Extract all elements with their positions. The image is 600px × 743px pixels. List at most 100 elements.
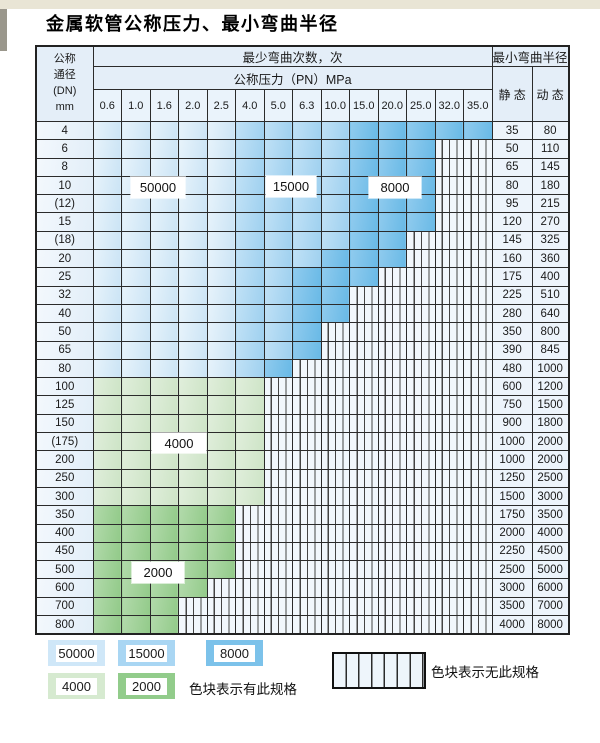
spec-cell-8000 [292,303,322,324]
spec-cell-4000 [149,486,179,507]
spec-cell-8000 [377,157,407,177]
spec-cell-50000 [206,322,236,342]
spec-cell-50000 [121,120,151,141]
static-radius-cell: 3000 [491,578,533,598]
spec-cell-no-spec [406,432,436,452]
spec-cell-no-spec [377,523,407,543]
static-radius-cell: 1750 [491,505,533,525]
spec-cell-no-spec [463,450,493,470]
spec-cell-no-spec [434,322,464,342]
spec-cell-4000 [178,468,208,488]
spec-cell-no-spec [206,615,236,635]
spec-cell-50000 [206,340,236,360]
spec-cell-no-spec [292,541,322,562]
spec-cell-no-spec [377,596,407,617]
static-radius-cell: 80 [491,175,533,196]
table-row: 150 900 1800 [35,413,570,434]
spec-cell-no-spec [263,395,293,415]
static-radius-cell: 175 [491,267,533,287]
spec-cell-no-spec [349,340,379,360]
spec-cell-no-spec [406,230,436,251]
spec-cell-15000 [235,194,265,214]
spec-cell-no-spec [377,303,407,324]
spec-cell-2000 [206,541,236,562]
dn-header-line: (DN) [53,85,77,97]
spec-cell-4000 [235,413,265,434]
spec-cell-8000 [349,249,379,269]
spec-cell-no-spec [434,468,464,488]
spec-cell-no-spec [434,505,464,525]
spec-cell-50000 [121,285,151,305]
spec-cell-no-spec [377,450,407,470]
spec-cell-50000 [206,230,236,251]
spec-cell-no-spec [434,249,464,269]
spec-cell-no-spec [434,139,464,159]
spec-cell-15000 [235,139,265,159]
legend-swatch-value: 8000 [214,644,255,662]
spec-cell-no-spec [292,377,322,397]
dn-cell: 350 [35,505,94,525]
table-row: (12) 95 215 [35,194,570,214]
spec-cell-50000 [121,267,151,287]
spec-cell-no-spec [320,523,350,543]
spec-cell-no-spec [320,413,350,434]
spec-cell-50000 [178,157,208,177]
spec-cell-no-spec [263,468,293,488]
spec-cell-4000 [121,450,151,470]
spec-cell-8000 [463,120,493,141]
dynamic-radius-cell: 270 [531,212,570,232]
dynamic-radius-cell: 4000 [531,523,570,543]
spec-cell-no-spec [406,486,436,507]
spec-cell-no-spec [263,541,293,562]
spec-cell-15000 [235,358,265,379]
spec-cell-4000 [178,377,208,397]
spec-cell-no-spec [263,505,293,525]
dynamic-radius-cell: 1500 [531,395,570,415]
spec-cell-2000 [92,523,122,543]
spec-cell-15000 [235,340,265,360]
spec-cell-4000 [149,413,179,434]
pressure-col-label: 25.0 [406,89,436,122]
static-radius-cell: 1250 [491,468,533,488]
dn-cell: 65 [35,340,94,360]
table-row: 20 160 360 [35,249,570,269]
spec-cell-15000 [263,157,293,177]
dn-cell: 50 [35,322,94,342]
spec-cell-2000 [92,578,122,598]
spec-cell-no-spec [406,615,436,635]
table-row: 400 2000 4000 [35,523,570,543]
dn-cell: 10 [35,175,94,196]
spec-cell-no-spec [463,212,493,232]
spec-cell-4000 [206,377,236,397]
spec-cell-50000 [206,157,236,177]
spec-cell-no-spec [406,322,436,342]
zone-label-4000: 4000 [152,433,206,453]
spec-cell-no-spec [434,432,464,452]
spec-cell-50000 [121,230,151,251]
spec-cell-no-spec [320,468,350,488]
static-radius-cell: 2250 [491,541,533,562]
spec-cell-no-spec [463,578,493,598]
spec-cell-4000 [235,486,265,507]
spec-cell-2000 [121,615,151,635]
min-bend-radius-header: 最小弯曲半径 [491,45,570,67]
spec-cell-50000 [149,358,179,379]
spec-cell-no-spec [463,432,493,452]
spec-cell-no-spec [463,468,493,488]
spec-cell-no-spec [292,523,322,543]
legend-swatch-15000: 15000 [118,640,175,666]
spec-cell-no-spec [349,486,379,507]
spec-cell-4000 [206,468,236,488]
static-radius-cell: 900 [491,413,533,434]
dynamic-column-header: 动 态 [531,66,570,122]
spec-cell-no-spec [463,358,493,379]
spec-cell-no-spec [320,358,350,379]
spec-cell-8000 [377,120,407,141]
static-radius-cell: 35 [491,120,533,141]
spec-cell-15000 [263,139,293,159]
spec-cell-8000 [349,139,379,159]
spec-cell-no-spec [349,615,379,635]
static-radius-cell: 1000 [491,432,533,452]
spec-cell-2000 [178,505,208,525]
spec-cell-no-spec [377,377,407,397]
